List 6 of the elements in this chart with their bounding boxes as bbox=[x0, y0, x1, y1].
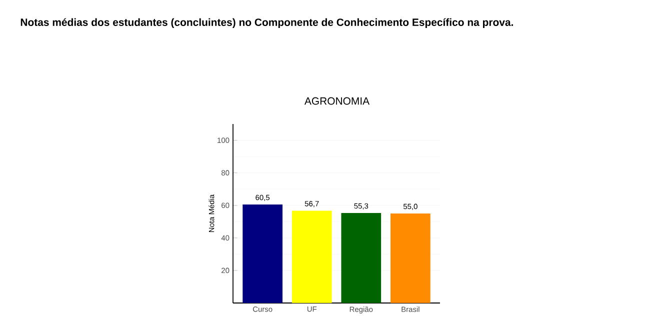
bar bbox=[242, 204, 283, 303]
bar bbox=[292, 210, 332, 303]
bar bbox=[390, 214, 430, 303]
chart-subtitle: AGRONOMIA bbox=[304, 97, 370, 105]
bar bbox=[341, 213, 382, 303]
chart-title: Notas médias dos estudantes (concluintes) no Componente de Conhecimento Específico na prova. bbox=[20, 18, 513, 28]
